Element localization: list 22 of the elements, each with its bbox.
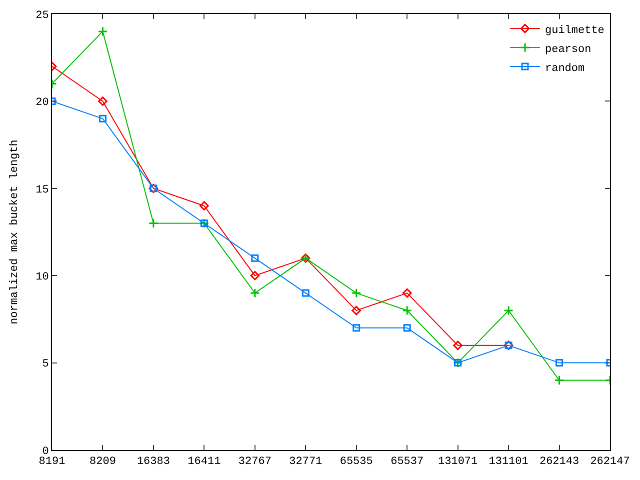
x-tick-label: 262147 bbox=[590, 456, 630, 468]
legend-label: pearson bbox=[545, 44, 592, 56]
y-tick-label: 10 bbox=[36, 271, 49, 284]
y-tick-label: 5 bbox=[42, 358, 49, 371]
x-tick-label: 32767 bbox=[238, 456, 272, 468]
y-tick-label: 25 bbox=[36, 10, 49, 22]
y-tick-label: 15 bbox=[36, 184, 49, 196]
legend-label: random bbox=[545, 62, 586, 75]
x-tick-label: 8191 bbox=[38, 456, 66, 468]
x-tick-label: 16411 bbox=[188, 456, 222, 468]
x-tick-label: 8209 bbox=[90, 456, 116, 468]
x-tick-label: 262143 bbox=[539, 456, 580, 468]
x-tick-label: 16383 bbox=[136, 456, 170, 468]
x-tick-label: 131071 bbox=[438, 456, 478, 468]
y-axis-title: normalized max bucket length bbox=[9, 140, 22, 324]
x-tick-label: 32771 bbox=[289, 456, 323, 468]
y-tick-label: 0 bbox=[42, 446, 49, 458]
x-tick-label: 65535 bbox=[340, 456, 373, 468]
legend-label: guilmette bbox=[545, 24, 604, 37]
x-tick-label: 131101 bbox=[488, 456, 529, 468]
x-tick-label: 65537 bbox=[390, 456, 424, 468]
y-tick-label: 20 bbox=[36, 97, 49, 110]
